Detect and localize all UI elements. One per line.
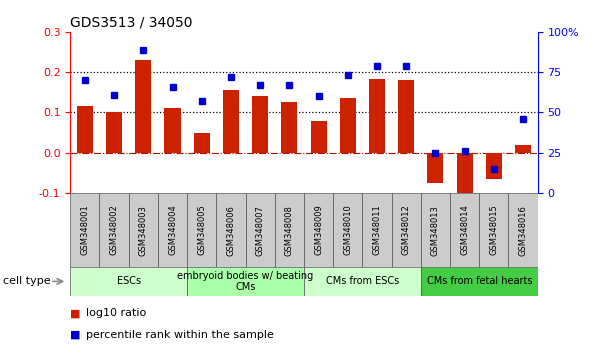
Bar — [194, 132, 210, 153]
Text: GSM348009: GSM348009 — [314, 205, 323, 256]
Bar — [515, 145, 531, 153]
Bar — [77, 106, 93, 153]
Bar — [398, 80, 414, 153]
Text: GSM348016: GSM348016 — [519, 205, 527, 256]
Bar — [187, 193, 216, 267]
Bar — [129, 193, 158, 267]
Bar — [428, 153, 444, 183]
Bar — [456, 153, 473, 193]
Text: GSM348012: GSM348012 — [401, 205, 411, 256]
Bar — [333, 193, 362, 267]
Bar — [187, 267, 304, 296]
Text: GSM348013: GSM348013 — [431, 205, 440, 256]
Text: GSM348015: GSM348015 — [489, 205, 499, 256]
Text: GSM348005: GSM348005 — [197, 205, 207, 256]
Bar — [70, 193, 100, 267]
Bar — [340, 98, 356, 153]
Bar — [310, 121, 327, 153]
Text: GSM348003: GSM348003 — [139, 205, 148, 256]
Bar — [246, 193, 275, 267]
Text: GSM348010: GSM348010 — [343, 205, 353, 256]
Text: log10 ratio: log10 ratio — [86, 308, 146, 318]
Bar — [100, 193, 129, 267]
Text: GSM348004: GSM348004 — [168, 205, 177, 256]
Text: CMs from ESCs: CMs from ESCs — [326, 276, 399, 286]
Text: GSM348001: GSM348001 — [81, 205, 89, 256]
Text: GSM348007: GSM348007 — [255, 205, 265, 256]
Text: GSM348008: GSM348008 — [285, 205, 294, 256]
Text: ESCs: ESCs — [117, 276, 141, 286]
Bar — [362, 193, 392, 267]
Bar — [421, 267, 538, 296]
Bar — [450, 193, 479, 267]
Bar — [281, 102, 298, 153]
Bar — [223, 90, 239, 153]
Text: cell type: cell type — [3, 276, 51, 286]
Bar — [70, 267, 187, 296]
Bar — [486, 153, 502, 179]
Bar — [216, 193, 246, 267]
Bar — [106, 113, 122, 153]
Text: ■: ■ — [70, 330, 81, 339]
Bar — [479, 193, 508, 267]
Text: GDS3513 / 34050: GDS3513 / 34050 — [70, 15, 192, 29]
Bar — [369, 79, 385, 153]
Bar — [304, 267, 421, 296]
Text: ■: ■ — [70, 308, 81, 318]
Bar — [304, 193, 333, 267]
Bar — [135, 60, 152, 153]
Bar — [158, 193, 187, 267]
Text: GSM348014: GSM348014 — [460, 205, 469, 256]
Text: percentile rank within the sample: percentile rank within the sample — [86, 330, 273, 339]
Bar — [421, 193, 450, 267]
Text: GSM348006: GSM348006 — [227, 205, 235, 256]
Bar — [252, 96, 268, 153]
Text: embryoid bodies w/ beating
CMs: embryoid bodies w/ beating CMs — [177, 270, 313, 292]
Text: GSM348011: GSM348011 — [373, 205, 381, 256]
Text: GSM348002: GSM348002 — [109, 205, 119, 256]
Text: CMs from fetal hearts: CMs from fetal hearts — [426, 276, 532, 286]
Bar — [275, 193, 304, 267]
Bar — [392, 193, 421, 267]
Bar — [508, 193, 538, 267]
Bar — [164, 108, 180, 153]
